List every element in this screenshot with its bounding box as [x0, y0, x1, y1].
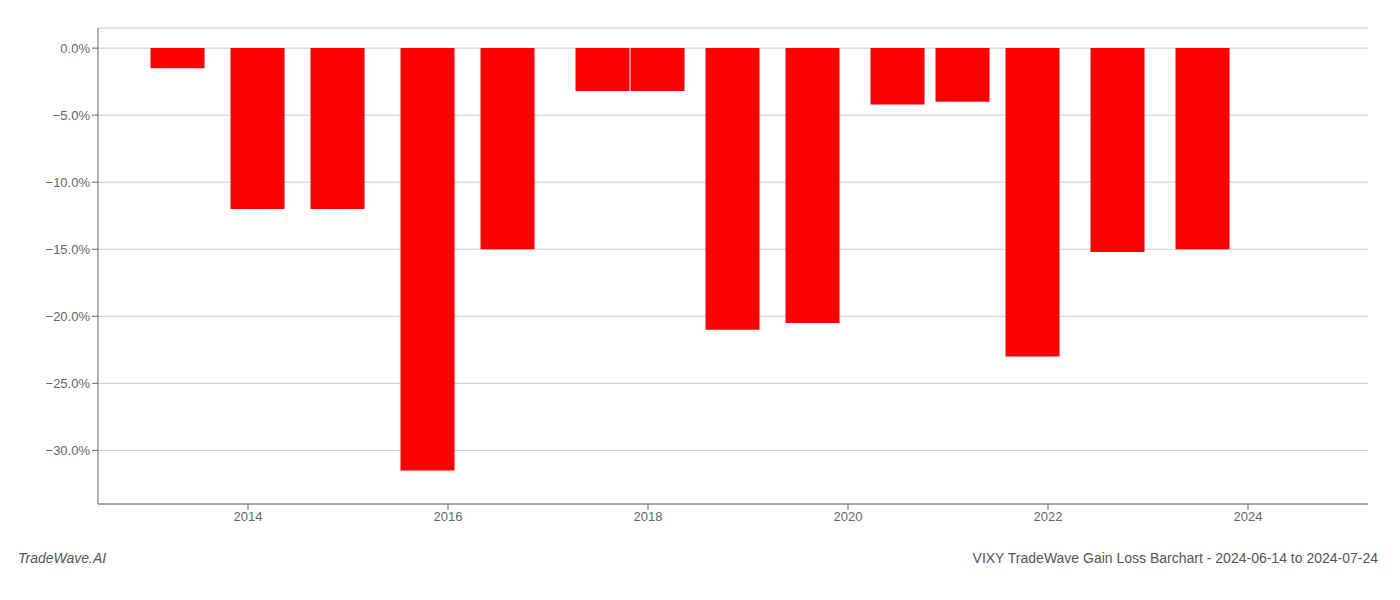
- svg-text:2024: 2024: [1234, 509, 1263, 524]
- svg-text:0.0%: 0.0%: [60, 41, 90, 56]
- svg-text:2022: 2022: [1034, 509, 1063, 524]
- svg-text:2016: 2016: [434, 509, 463, 524]
- svg-text:2014: 2014: [234, 509, 263, 524]
- html-text:VIXY TradeWave Gain Loss Barch: VIXY TradeWave Gain Loss Barchart - 2024…: [972, 550, 1378, 566]
- svg-text:−10.0%: −10.0%: [46, 175, 91, 190]
- html-text:TradeWave.AI: TradeWave.AI: [18, 550, 107, 566]
- svg-text:−25.0%: −25.0%: [46, 376, 91, 391]
- svg-text:−30.0%: −30.0%: [46, 443, 91, 458]
- svg-text:2018: 2018: [634, 509, 663, 524]
- svg-text:−15.0%: −15.0%: [46, 242, 91, 257]
- svg-text:2020: 2020: [834, 509, 863, 524]
- svg-text:−5.0%: −5.0%: [53, 108, 91, 123]
- svg-text:−20.0%: −20.0%: [46, 309, 91, 324]
